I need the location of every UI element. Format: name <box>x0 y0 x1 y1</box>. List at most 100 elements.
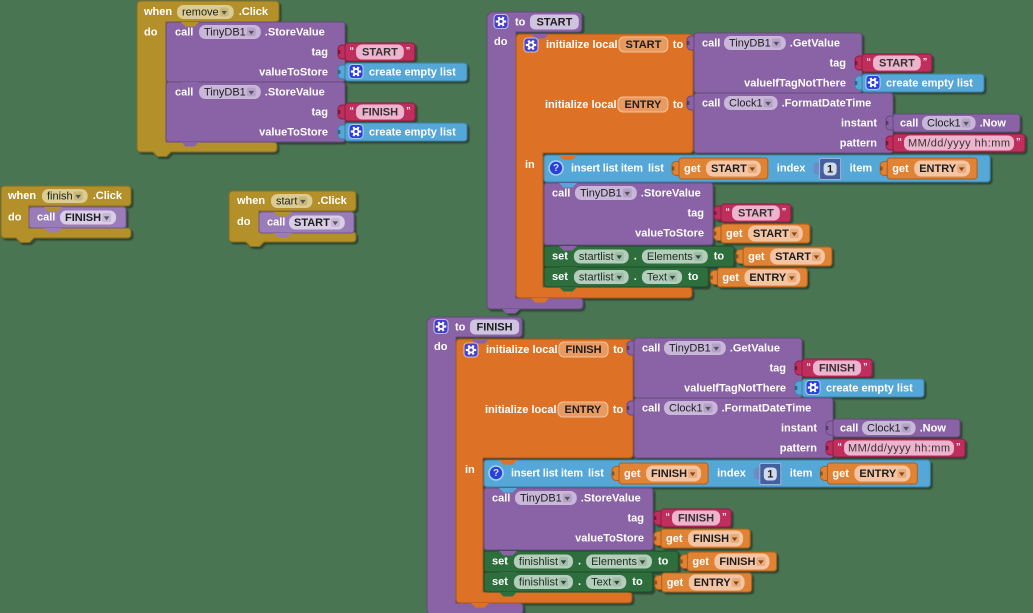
svg-text:FINISH: FINISH <box>566 344 602 356</box>
svg-text:create empty list: create empty list <box>369 67 456 79</box>
svg-text:FINISH: FINISH <box>65 212 101 224</box>
svg-text:ENTRY: ENTRY <box>694 577 732 589</box>
svg-text:ENTRY: ENTRY <box>749 272 787 284</box>
svg-text:FINISH: FINISH <box>678 513 714 525</box>
svg-text:.StoreValue: .StoreValue <box>265 27 325 39</box>
svg-text:insert list item: insert list item <box>571 163 643 175</box>
svg-text:Text: Text <box>591 577 611 589</box>
svg-text:FINISH: FINISH <box>362 107 398 119</box>
svg-text:get: get <box>624 468 641 480</box>
svg-text:TinyDB1: TinyDB1 <box>520 493 562 505</box>
svg-text:START: START <box>537 17 573 29</box>
svg-text:call: call <box>642 343 660 355</box>
svg-text:TinyDB1: TinyDB1 <box>580 188 622 200</box>
svg-text:call: call <box>702 38 720 50</box>
svg-text:.GetValue: .GetValue <box>730 343 780 355</box>
svg-text:to: to <box>455 322 466 334</box>
svg-text:“: “ <box>838 442 843 452</box>
svg-text:set: set <box>552 251 568 263</box>
svg-text:instant: instant <box>781 423 817 435</box>
svg-text:”: ” <box>956 442 961 452</box>
svg-text:when: when <box>7 190 36 202</box>
svg-text:START: START <box>362 47 398 59</box>
svg-text:valueIfTagNotThere: valueIfTagNotThere <box>744 78 846 90</box>
svg-text:Elements: Elements <box>647 251 693 263</box>
svg-text:tag: tag <box>628 513 645 525</box>
svg-text:to: to <box>613 404 624 416</box>
svg-text:”: ” <box>1016 137 1021 147</box>
svg-text:pattern: pattern <box>840 138 878 150</box>
svg-text:do: do <box>494 36 508 48</box>
svg-text:“: “ <box>898 137 903 147</box>
svg-text:.Now: .Now <box>980 118 1007 130</box>
svg-text:instant: instant <box>841 118 877 130</box>
svg-text:.FormatDateTime: .FormatDateTime <box>722 403 812 415</box>
svg-text:.: . <box>634 251 637 263</box>
svg-text:valueIfTagNotThere: valueIfTagNotThere <box>684 383 786 395</box>
svg-text:”: ” <box>863 362 868 372</box>
svg-text:get: get <box>722 272 739 284</box>
svg-text:START: START <box>711 163 747 175</box>
svg-text:1: 1 <box>827 164 833 176</box>
svg-text:remove: remove <box>182 7 219 19</box>
svg-text:call: call <box>702 98 720 110</box>
svg-text:finish: finish <box>47 191 73 203</box>
svg-text:create empty list: create empty list <box>369 127 456 139</box>
svg-text:item: item <box>850 163 873 175</box>
svg-text:tag: tag <box>312 47 329 59</box>
svg-text:.FormatDateTime: .FormatDateTime <box>782 98 872 110</box>
svg-text:START: START <box>294 217 330 229</box>
svg-text:call: call <box>840 423 858 435</box>
svg-text:tag: tag <box>770 363 787 375</box>
svg-text:initialize local: initialize local <box>485 404 557 416</box>
svg-text:to: to <box>673 99 684 111</box>
svg-text:set: set <box>492 556 508 568</box>
svg-text:do: do <box>144 27 158 39</box>
svg-text:create empty list: create empty list <box>826 383 913 395</box>
svg-text:Clock1: Clock1 <box>669 403 703 415</box>
svg-text:valueToStore: valueToStore <box>575 533 644 545</box>
svg-text:MM/dd/yyyy hh:mm: MM/dd/yyyy hh:mm <box>908 138 1010 150</box>
svg-text:get: get <box>666 533 683 545</box>
svg-text:call: call <box>900 118 918 130</box>
svg-text:initialize local: initialize local <box>545 99 617 111</box>
svg-text:Clock1: Clock1 <box>927 118 961 130</box>
svg-text:insert list item: insert list item <box>511 468 583 480</box>
svg-text:initialize local: initialize local <box>546 39 618 51</box>
svg-text:item: item <box>790 468 813 480</box>
svg-text:get: get <box>692 556 709 568</box>
svg-text:Text: Text <box>647 272 667 284</box>
svg-text:pattern: pattern <box>780 443 818 455</box>
svg-text:TinyDB1: TinyDB1 <box>669 343 711 355</box>
svg-text:ENTRY: ENTRY <box>565 404 603 416</box>
svg-text:index: index <box>777 163 807 175</box>
svg-text:to: to <box>632 576 643 588</box>
svg-text:initialize local: initialize local <box>486 344 558 356</box>
svg-text:“: “ <box>807 362 812 372</box>
svg-text:when: when <box>143 6 172 18</box>
svg-text:FINISH: FINISH <box>651 468 687 480</box>
svg-text:.: . <box>578 576 581 588</box>
svg-text:call: call <box>175 87 193 99</box>
svg-text:do: do <box>237 216 251 228</box>
svg-text:get: get <box>667 577 684 589</box>
svg-text:startlist: startlist <box>579 272 614 284</box>
svg-text:to: to <box>714 251 725 263</box>
svg-text:startlist: startlist <box>579 251 614 263</box>
svg-text:set: set <box>552 271 568 283</box>
svg-text:get: get <box>832 468 849 480</box>
svg-text:valueToStore: valueToStore <box>635 228 704 240</box>
svg-text:list: list <box>588 468 604 480</box>
svg-text:“: “ <box>350 106 355 116</box>
svg-text:do: do <box>434 341 448 353</box>
svg-text:call: call <box>552 188 570 200</box>
svg-text:START: START <box>738 208 774 220</box>
svg-text:Clock1: Clock1 <box>729 98 763 110</box>
svg-text:START: START <box>775 251 811 263</box>
svg-text:TinyDB1: TinyDB1 <box>729 38 771 50</box>
svg-text:START: START <box>879 58 915 70</box>
svg-text:to: to <box>688 271 699 283</box>
svg-text:TinyDB1: TinyDB1 <box>204 27 246 39</box>
svg-text:MM/dd/yyyy hh:mm: MM/dd/yyyy hh:mm <box>848 443 950 455</box>
svg-text:to: to <box>613 344 624 356</box>
